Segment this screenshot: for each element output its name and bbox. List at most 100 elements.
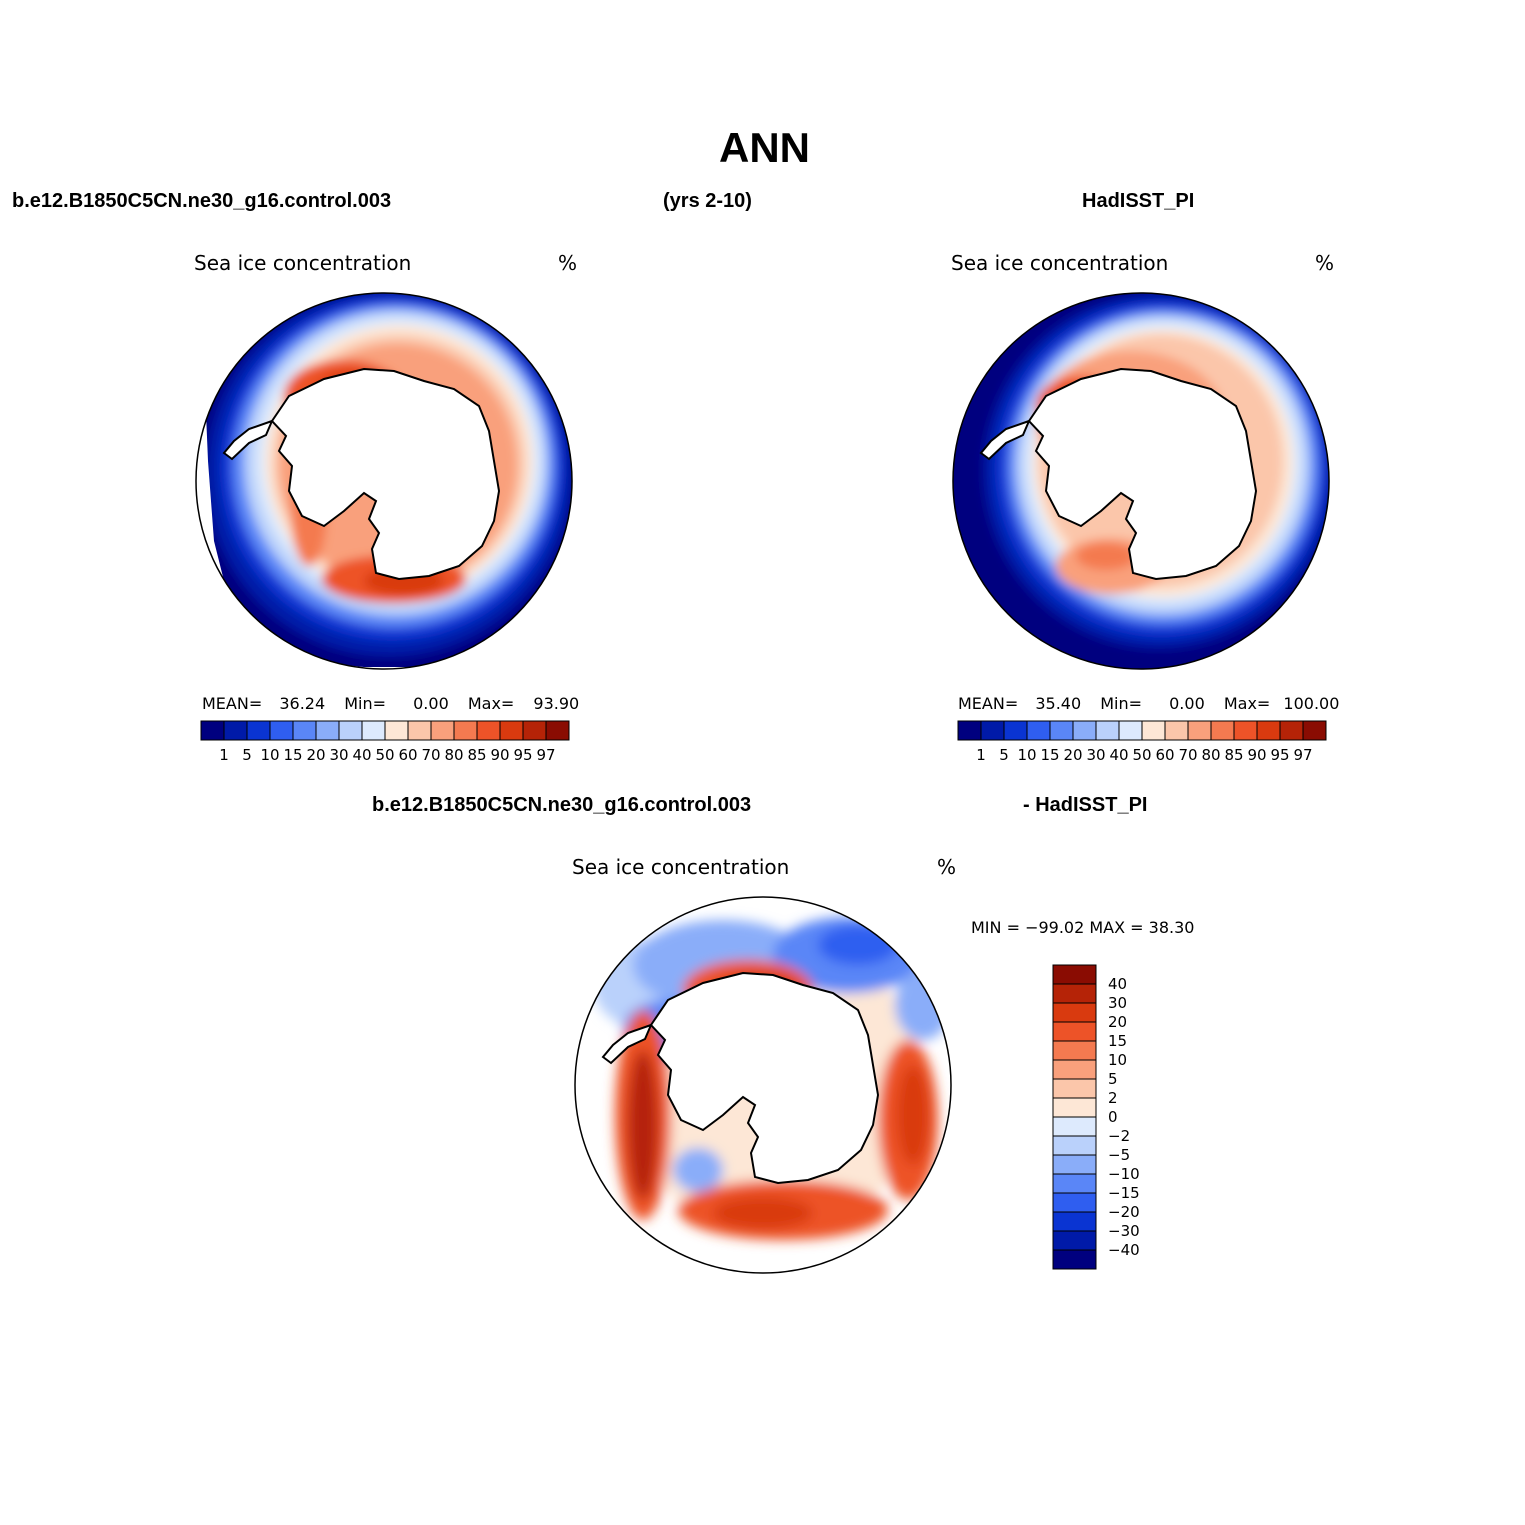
model-colorbar-swatch: [315, 720, 340, 741]
obs-colorbar-tick-label: 15: [1040, 746, 1059, 764]
model-colorbar-swatch: [545, 720, 570, 741]
obs-colorbar-swatch: [1302, 720, 1327, 741]
obs-stats: MEAN= 35.40 Min= 0.00 Max= 100.00: [958, 694, 1339, 713]
model-colorbar-swatch: [223, 720, 248, 741]
diff-colorbar-tick-label: −5: [1108, 1146, 1130, 1164]
model-colorbar-swatch: [499, 720, 524, 741]
model-max-value: 93.90: [533, 694, 580, 713]
diff-colorbar-tick-label: 15: [1108, 1032, 1127, 1050]
model-colorbar-tick-label: 15: [283, 746, 302, 764]
obs-max-label: Max=: [1223, 694, 1271, 713]
diff-sea-ice-map: [574, 896, 952, 1274]
model-colorbar-tick-label: 70: [421, 746, 440, 764]
diff-header-right: - HadISST_PI: [1023, 794, 1148, 816]
obs-colorbar-swatch: [957, 720, 982, 741]
model-colorbar-tick-label: 40: [352, 746, 371, 764]
obs-colorbar-tick-label: 1: [976, 746, 986, 764]
model-colorbar-swatch: [407, 720, 432, 741]
obs-colorbar-tick-label: 60: [1155, 746, 1174, 764]
model-colorbar-tick-label: 80: [444, 746, 463, 764]
model-min-label: Min=: [344, 694, 387, 713]
diff-colorbar-tick-label: −40: [1108, 1241, 1140, 1259]
obs-min-label: Min=: [1100, 694, 1143, 713]
model-colorbar-tick-label: 30: [329, 746, 348, 764]
model-colorbar-tick-label: 50: [375, 746, 394, 764]
diff-colorbar-tick-label: 5: [1108, 1070, 1118, 1088]
model-colorbar-swatch: [338, 720, 363, 741]
obs-colorbar-swatch: [1118, 720, 1143, 741]
obs-colorbar-swatch: [1095, 720, 1120, 741]
model-panel-title: Sea ice concentration: [194, 251, 412, 275]
obs-colorbar-tick-label: 10: [1017, 746, 1036, 764]
obs-colorbar-tick-label: 5: [999, 746, 1009, 764]
obs-colorbar-swatch: [1141, 720, 1166, 741]
model-colorbar-swatch: [453, 720, 478, 741]
model-colorbar-tick-label: 90: [490, 746, 509, 764]
diff-panel-units: %: [937, 855, 957, 879]
diff-colorbar-tick-label: 2: [1108, 1089, 1118, 1107]
figure-title: ANN: [719, 124, 810, 171]
diff-colorbar-tick-label: 20: [1108, 1013, 1127, 1031]
obs-colorbar-swatch: [1164, 720, 1189, 741]
model-sea-ice-map: [195, 292, 573, 670]
obs-colorbar-swatch: [1003, 720, 1028, 741]
model-colorbar-tick-label: 10: [260, 746, 279, 764]
obs-name: HadISST_PI: [1082, 190, 1195, 212]
obs-panel-units: %: [1315, 251, 1335, 275]
diff-colorbar-swatch: [1052, 1059, 1097, 1080]
diff-colorbar-swatch: [1052, 1173, 1097, 1194]
diff-colorbar-tick-label: 10: [1108, 1051, 1127, 1069]
obs-colorbar-swatch: [1072, 720, 1097, 741]
obs-colorbar-tick-label: 97: [1293, 746, 1312, 764]
diff-minmax: MIN = −99.02 MAX = 38.30: [971, 918, 1195, 937]
diff-colorbar-swatch: [1052, 1002, 1097, 1023]
model-colorbar: 1 5 10 15 20 30 40 50 60 70 80 85 90 95 97: [200, 720, 570, 764]
model-colorbar-tick-label: 97: [536, 746, 555, 764]
diff-colorbar-swatch: [1052, 1021, 1097, 1042]
diff-colorbar-tick-label: −15: [1108, 1184, 1140, 1202]
diff-panel-title: Sea ice concentration: [572, 855, 790, 879]
obs-colorbar-swatch: [1256, 720, 1281, 741]
diff-colorbar-swatch: [1052, 1040, 1097, 1061]
model-colorbar-tick-label: 85: [467, 746, 486, 764]
diff-header-left: b.e12.B1850C5CN.ne30_g16.control.003: [372, 794, 752, 816]
model-stats: MEAN= 36.24 Min= 0.00 Max= 93.90: [202, 694, 579, 713]
model-colorbar-swatch: [269, 720, 294, 741]
model-colorbar-tick-label: 20: [306, 746, 325, 764]
model-mean-label: MEAN=: [202, 694, 263, 713]
model-colorbar-tick-label: 60: [398, 746, 417, 764]
obs-sea-ice-map: [952, 292, 1330, 670]
years-label: (yrs 2-10): [663, 190, 752, 212]
diff-colorbar-swatch: [1052, 1097, 1097, 1118]
obs-panel-title: Sea ice concentration: [951, 251, 1169, 275]
diff-colorbar-tick-label: −20: [1108, 1203, 1140, 1221]
diff-colorbar-swatch: [1052, 1211, 1097, 1232]
diff-colorbar-tick-label: 30: [1108, 994, 1127, 1012]
obs-colorbar-tick-label: 20: [1063, 746, 1082, 764]
model-colorbar-tick-label: 5: [242, 746, 252, 764]
diff-colorbar-swatch: [1052, 1192, 1097, 1213]
model-colorbar-swatch: [430, 720, 455, 741]
obs-colorbar-swatch: [980, 720, 1005, 741]
model-colorbar-tick-label: 95: [513, 746, 532, 764]
diff-colorbar-swatch: [1052, 1230, 1097, 1251]
obs-mean-label: MEAN=: [958, 694, 1019, 713]
obs-colorbar-swatch: [1233, 720, 1258, 741]
diff-colorbar-swatch: [1052, 1154, 1097, 1175]
diff-colorbar-tick-label: 40: [1108, 975, 1127, 993]
diff-colorbar-swatch: [1052, 1078, 1097, 1099]
obs-colorbar-tick-label: 80: [1201, 746, 1220, 764]
model-min-value: 0.00: [413, 694, 449, 713]
obs-colorbar: 1 5 10 15 20 30 40 50 60 70 80 85 90 95 97: [957, 720, 1327, 764]
model-panel-units: %: [558, 251, 578, 275]
diff-colorbar-tick-label: −10: [1108, 1165, 1140, 1183]
model-colorbar-swatch: [476, 720, 501, 741]
diff-colorbar-swatch: [1052, 1249, 1097, 1270]
diff-colorbar-tick-label: −30: [1108, 1222, 1140, 1240]
obs-colorbar-swatch: [1187, 720, 1212, 741]
obs-colorbar-swatch: [1026, 720, 1051, 741]
obs-max-value: 100.00: [1283, 694, 1340, 713]
model-colorbar-swatch: [384, 720, 409, 741]
obs-colorbar-swatch: [1049, 720, 1074, 741]
